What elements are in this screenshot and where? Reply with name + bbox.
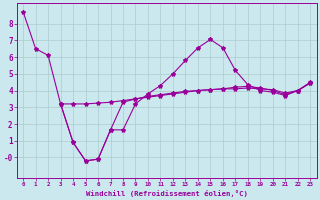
X-axis label: Windchill (Refroidissement éolien,°C): Windchill (Refroidissement éolien,°C): [86, 190, 248, 197]
